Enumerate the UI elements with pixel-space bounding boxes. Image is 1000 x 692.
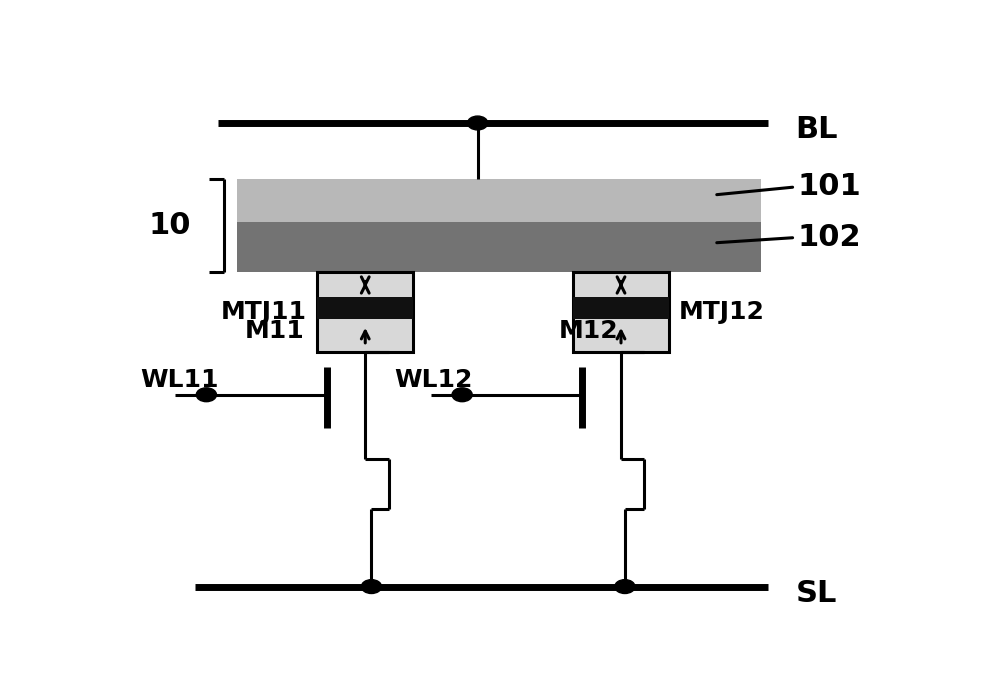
Text: M11: M11: [245, 319, 305, 343]
Circle shape: [615, 580, 635, 594]
Bar: [573, 298, 669, 318]
Text: BL: BL: [795, 116, 838, 145]
Text: 101: 101: [798, 172, 861, 201]
Text: 10: 10: [149, 211, 191, 240]
Text: 102: 102: [798, 223, 861, 252]
Bar: [317, 298, 413, 318]
Text: WL12: WL12: [395, 368, 473, 392]
Circle shape: [196, 388, 216, 401]
Text: MTJ11: MTJ11: [221, 300, 307, 324]
Text: WL11: WL11: [140, 368, 219, 392]
Circle shape: [361, 580, 382, 594]
Bar: [237, 179, 761, 221]
Bar: [317, 272, 413, 352]
Bar: [237, 221, 761, 272]
Text: MTJ12: MTJ12: [679, 300, 765, 324]
Circle shape: [468, 116, 488, 130]
Bar: [573, 272, 669, 352]
Text: M12: M12: [559, 319, 619, 343]
Circle shape: [452, 388, 472, 401]
Text: SL: SL: [795, 579, 837, 608]
